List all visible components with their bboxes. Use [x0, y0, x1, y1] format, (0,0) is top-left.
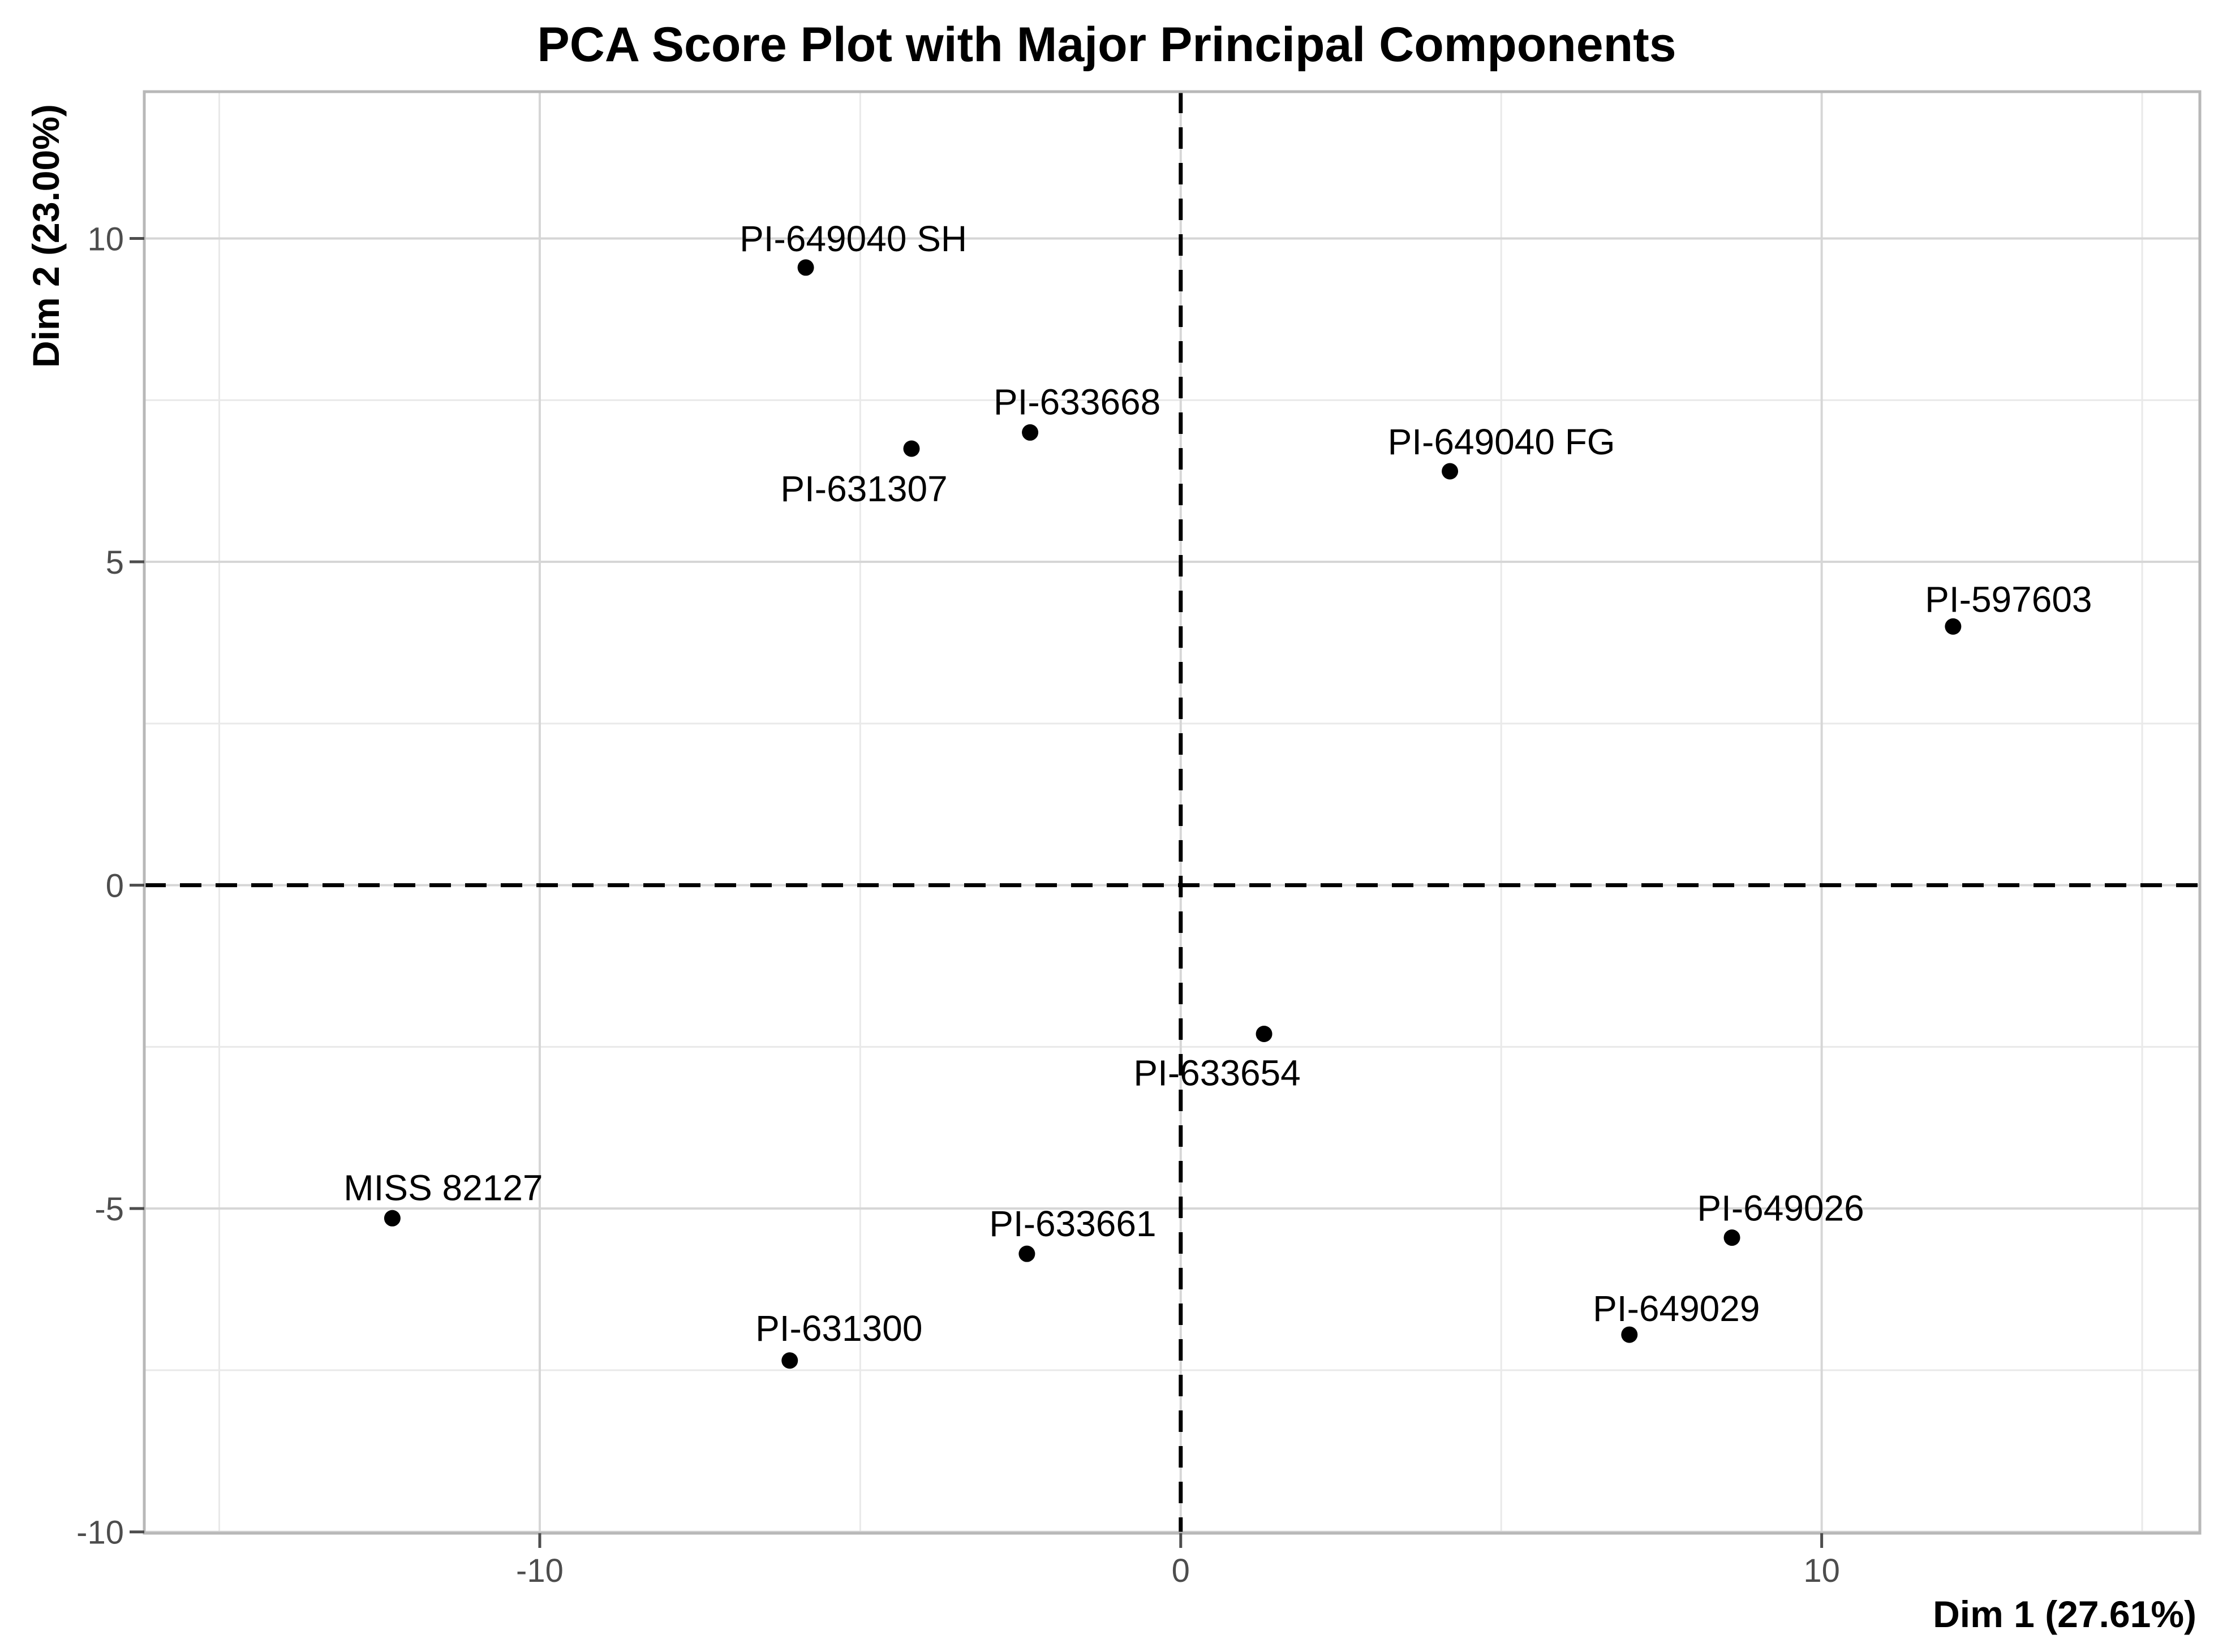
data-point	[903, 440, 920, 457]
data-point-label: PI-649029	[1593, 1288, 1760, 1329]
x-axis-title: Dim 1 (27.61%)	[1933, 1593, 2196, 1635]
data-point-label: PI-631307	[780, 468, 947, 509]
panel-border	[143, 90, 2202, 1535]
data-point	[797, 259, 814, 276]
data-point-label: PI-633654	[1133, 1053, 1300, 1094]
data-point-label: PI-649040 SH	[740, 218, 967, 259]
data-point	[1442, 463, 1459, 480]
data-point-label: PI-633668	[994, 381, 1160, 422]
data-point-label: PI-649040 FG	[1388, 421, 1615, 462]
data-point-label: PI-631300	[755, 1308, 922, 1349]
y-axis-title: Dim 2 (23.00%)	[25, 104, 67, 368]
y-axis-tick-label: -10	[76, 1515, 124, 1551]
data-point	[1723, 1229, 1740, 1246]
y-axis-tick-label: 10	[87, 221, 124, 257]
y-axis-tick-label: -5	[94, 1191, 124, 1228]
data-point	[781, 1352, 798, 1369]
data-point-label: PI-633661	[989, 1203, 1156, 1244]
data-point	[1022, 424, 1039, 441]
y-axis-tick-label: 0	[106, 868, 124, 905]
data-point	[384, 1210, 401, 1227]
data-point	[1621, 1326, 1638, 1343]
plot-panel: -10 0 10 -10 -5 0 5 10 PI-649040 SH PI-633668 PI-6…	[76, 90, 2202, 1589]
data-point-label: MISS 82127	[343, 1167, 543, 1208]
x-axis-tick-label: 10	[1803, 1552, 1840, 1589]
panel-background	[144, 92, 2200, 1533]
y-axis-tick-label: 5	[106, 544, 124, 581]
data-point	[1945, 618, 1962, 635]
data-point-label: PI-597603	[1925, 579, 2092, 620]
x-axis-tick-label: 0	[1172, 1552, 1190, 1589]
data-point	[1256, 1026, 1272, 1043]
x-axis-tick-label: -10	[516, 1552, 564, 1589]
chart-title: PCA Score Plot with Major Principal Comp…	[537, 18, 1676, 72]
data-point	[1018, 1245, 1035, 1262]
data-point-label: PI-649026	[1697, 1188, 1864, 1229]
